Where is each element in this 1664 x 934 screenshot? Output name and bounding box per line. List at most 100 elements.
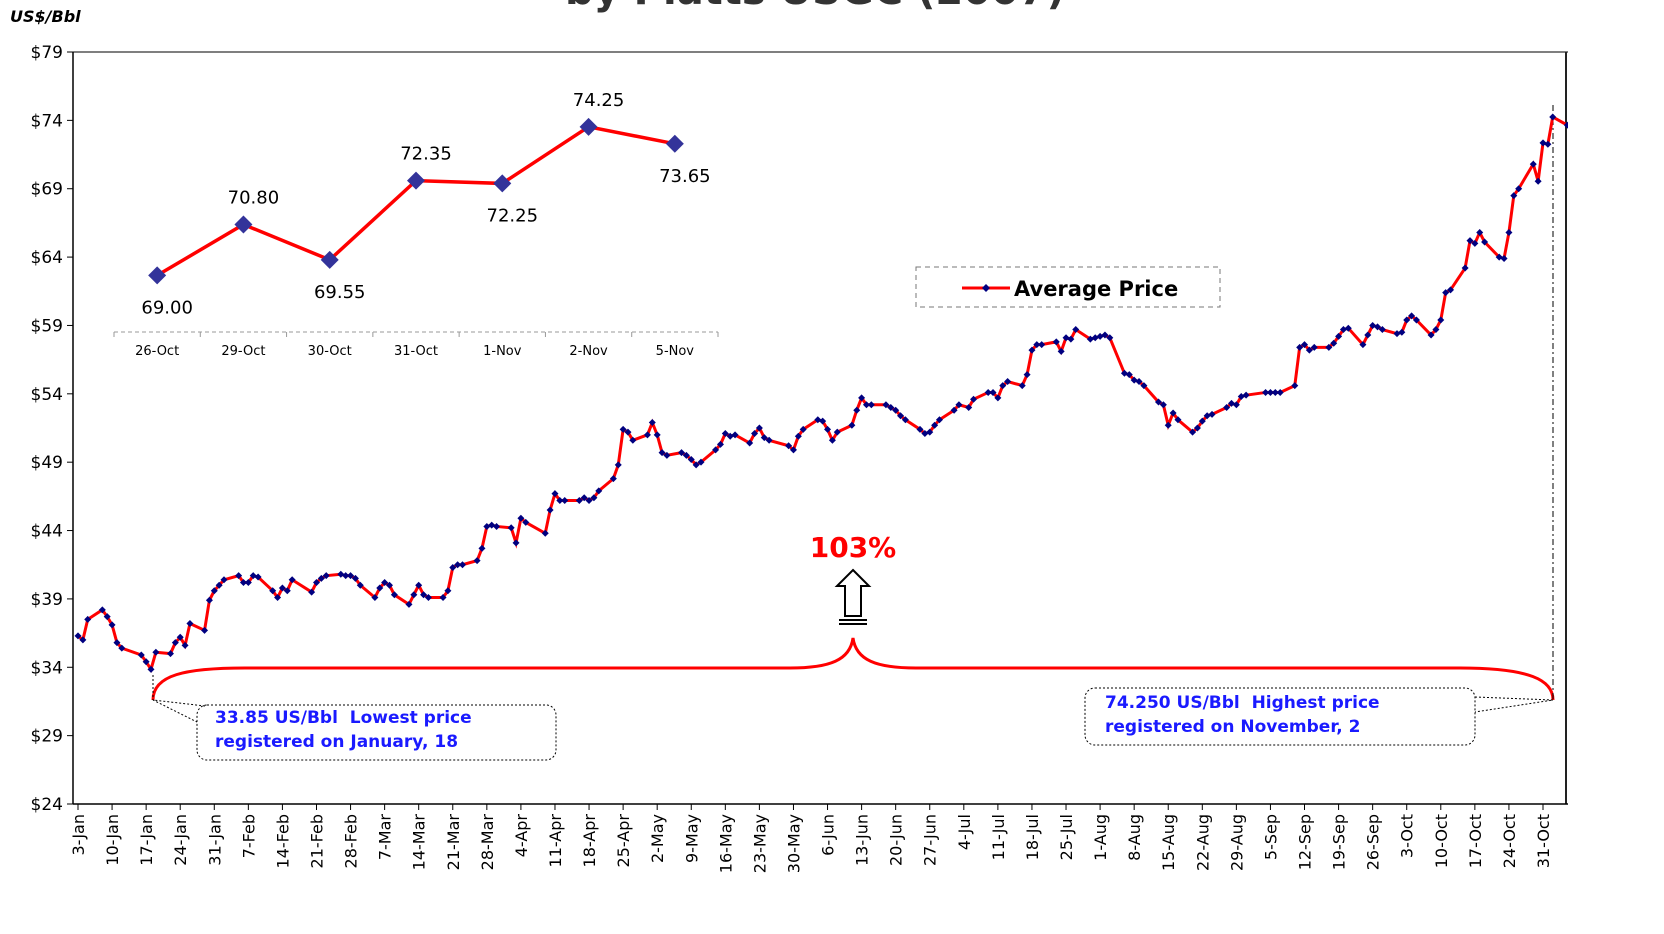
marker	[220, 576, 228, 584]
marker	[882, 401, 890, 409]
marker	[755, 424, 763, 432]
marker	[1125, 371, 1133, 379]
x-tick-label: 7-Mar	[376, 814, 395, 861]
marker	[731, 431, 739, 439]
marker	[1242, 391, 1250, 399]
marker	[312, 579, 320, 587]
marker	[970, 395, 978, 403]
marker	[848, 421, 856, 429]
x-tick-label: 23-May	[750, 814, 769, 873]
marker	[609, 475, 617, 483]
marker	[1198, 417, 1206, 425]
x-tick-label: 28-Mar	[478, 814, 497, 871]
marker	[415, 581, 423, 589]
marker	[420, 591, 428, 599]
x-tick-label: 27-Jun	[921, 814, 940, 866]
marker	[585, 496, 593, 504]
marker	[1023, 371, 1031, 379]
brace	[151, 637, 1555, 701]
y-tick-label: $24	[31, 795, 63, 815]
marker	[376, 584, 384, 592]
marker	[390, 591, 398, 599]
marker	[965, 403, 973, 411]
marker	[697, 458, 705, 466]
marker	[989, 388, 997, 396]
marker	[789, 446, 797, 454]
marker	[751, 429, 759, 437]
marker	[1544, 140, 1552, 148]
marker	[1344, 324, 1352, 332]
x-tick-label: 29-Aug	[1227, 814, 1246, 871]
marker	[1549, 113, 1557, 121]
marker	[1296, 343, 1304, 351]
marker	[955, 401, 963, 409]
marker	[1208, 410, 1216, 418]
marker	[274, 594, 282, 602]
x-tick-label: 17-Jan	[137, 814, 156, 866]
marker	[493, 522, 501, 530]
callout-text: 74.250 US/Bbl Highest price	[1105, 693, 1380, 713]
marker	[901, 416, 909, 424]
marker	[1033, 341, 1041, 349]
inset-x-label: 5-Nov	[656, 344, 695, 359]
marker	[283, 587, 291, 595]
marker	[785, 442, 793, 450]
marker	[371, 594, 379, 602]
marker	[439, 594, 447, 602]
marker	[799, 425, 807, 433]
marker	[186, 620, 194, 628]
chart-title: by Platts USGC (2007)	[565, 0, 1065, 14]
marker	[493, 174, 512, 193]
x-tick-label: 18-Apr	[580, 814, 599, 868]
marker	[1004, 378, 1012, 386]
marker	[561, 496, 569, 504]
marker	[712, 446, 720, 454]
marker	[254, 573, 262, 581]
marker	[473, 557, 481, 565]
marker	[517, 514, 525, 522]
data-label: 70.80	[228, 187, 280, 208]
marker	[892, 406, 900, 414]
x-tick-label: 8-Aug	[1125, 814, 1144, 861]
marker	[1018, 382, 1026, 390]
marker	[522, 518, 530, 526]
marker	[916, 425, 924, 433]
marker	[1169, 409, 1177, 417]
callout-text: registered on January, 18	[215, 732, 458, 752]
x-tick-label: 7-Feb	[239, 814, 258, 858]
inset-x-label: 29-Oct	[221, 344, 265, 359]
marker	[108, 621, 116, 629]
x-tick-label: 21-Feb	[307, 814, 326, 868]
marker	[1432, 326, 1440, 334]
marker	[1067, 335, 1075, 343]
marker	[407, 171, 425, 190]
marker	[103, 613, 111, 621]
marker	[201, 626, 209, 634]
y-tick-label: $49	[31, 453, 63, 473]
marker	[551, 490, 559, 498]
marker	[1106, 334, 1114, 342]
marker	[152, 648, 160, 656]
marker	[935, 416, 943, 424]
data-label: 72.25	[487, 205, 539, 226]
marker	[317, 574, 325, 582]
callout-box	[196, 704, 557, 761]
marker	[478, 544, 486, 552]
x-tick-label: 19-Sep	[1330, 814, 1349, 870]
marker	[663, 451, 671, 459]
marker	[205, 596, 213, 604]
data-label: 69.00	[141, 297, 193, 318]
marker	[1276, 388, 1284, 396]
marker	[926, 428, 934, 436]
marker	[1563, 121, 1568, 129]
inset-x-label: 30-Oct	[308, 344, 352, 359]
marker	[658, 449, 666, 457]
marker	[234, 215, 253, 234]
marker	[721, 429, 729, 437]
marker	[794, 432, 802, 440]
marker	[629, 436, 637, 444]
marker	[1505, 228, 1513, 236]
marker	[1140, 382, 1148, 390]
y-tick-label: $74	[31, 111, 63, 131]
marker	[1476, 228, 1484, 236]
